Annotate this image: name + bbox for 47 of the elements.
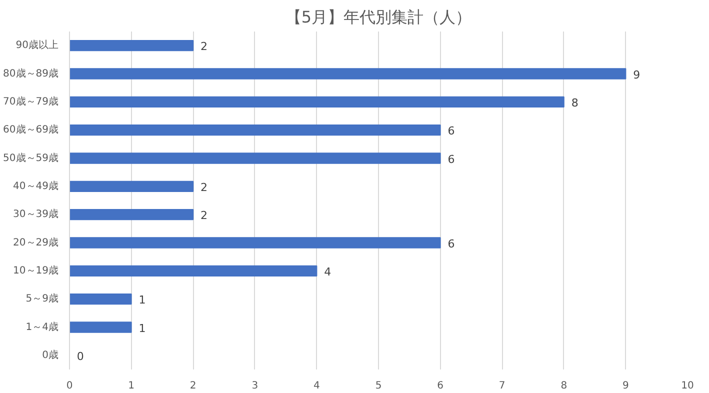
y-tick-label: 20～29歳 [13, 236, 59, 248]
chart-title: 【5月】年代別集計（人） [285, 8, 472, 26]
data-label: 2 [200, 180, 208, 194]
bar [70, 209, 194, 220]
y-tick-label: 50歳～59歳 [3, 152, 59, 164]
y-tick-label: 40～49歳 [13, 180, 59, 192]
bar [70, 152, 441, 164]
x-tick-label: 8 [560, 380, 568, 392]
x-tick-label: 5 [375, 380, 382, 392]
y-tick-label: 90歳以上 [16, 39, 59, 52]
x-tick-label: 10 [681, 380, 694, 392]
y-tick-label: 0歳 [42, 348, 59, 361]
y-tick-label: 1～4歳 [26, 320, 59, 333]
bar [70, 180, 194, 192]
data-label: 1 [138, 322, 146, 335]
data-label: 1 [138, 294, 146, 307]
y-tick-label: 60歳～69歳 [3, 124, 59, 136]
bar [70, 40, 194, 52]
y-tick-label: 80歳～89歳 [3, 67, 59, 80]
data-label: 8 [571, 96, 578, 110]
data-label: 4 [324, 265, 332, 278]
data-label: 2 [200, 40, 208, 54]
bar [70, 294, 132, 305]
y-tick-label: 30～39歳 [13, 208, 59, 220]
bar [70, 265, 318, 276]
data-label: 6 [448, 237, 455, 250]
x-tick-label: 4 [314, 380, 320, 392]
data-label: 6 [448, 152, 455, 166]
y-tick-label: 10～19歳 [13, 264, 59, 276]
x-tick-label: 0 [66, 380, 73, 392]
data-label: 0 [76, 350, 84, 363]
data-label: 9 [633, 68, 640, 82]
x-tick-label: 7 [498, 380, 506, 392]
bar [70, 237, 441, 248]
x-tick-label: 6 [437, 380, 444, 392]
y-tick-label: 70歳～79歳 [3, 95, 59, 108]
bar [70, 68, 626, 80]
bar [70, 124, 441, 136]
data-label: 2 [200, 209, 208, 222]
x-tick-label: 9 [622, 380, 629, 392]
y-tick-label: 5～9歳 [26, 292, 59, 305]
bar [70, 96, 564, 108]
data-label: 6 [448, 124, 455, 138]
x-tick-label: 3 [252, 380, 258, 392]
x-tick-label: 1 [128, 380, 134, 392]
bar [70, 322, 132, 333]
x-tick-label: 2 [190, 380, 196, 392]
